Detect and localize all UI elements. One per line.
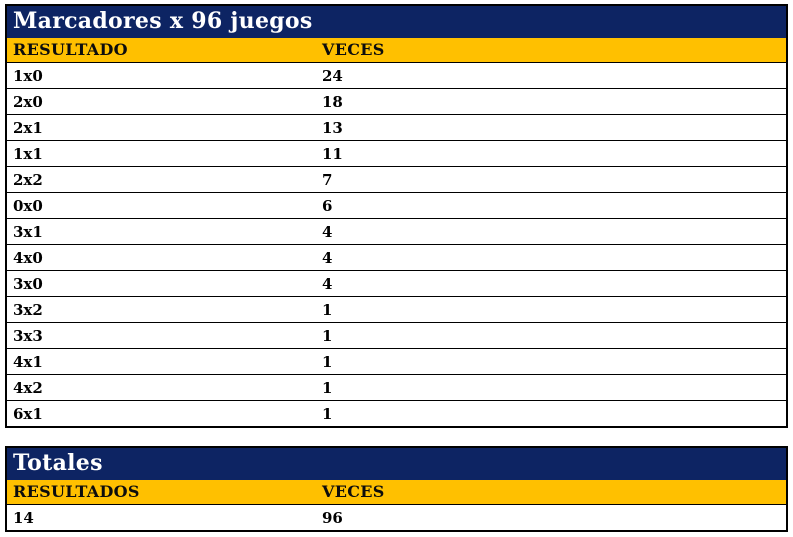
result-cell: 4x2 — [6, 374, 316, 401]
scores-col-header-veces: VECES — [316, 38, 787, 63]
count-cell: 1 — [316, 374, 787, 401]
count-cell: 11 — [316, 140, 787, 167]
table-row: 6x1 1 — [6, 400, 787, 427]
count-cell: 18 — [316, 88, 787, 115]
result-cell: 6x1 — [6, 400, 316, 427]
count-cell: 24 — [316, 62, 787, 89]
totals-games-count-cell: 96 — [316, 504, 787, 531]
result-cell: 4x0 — [6, 244, 316, 271]
scores-title-row: Marcadores x 96 juegos — [6, 5, 787, 38]
count-cell: 13 — [316, 114, 787, 141]
totals-table: Totales RESULTADOS VECES 14 96 — [5, 446, 788, 532]
result-cell: 3x1 — [6, 218, 316, 245]
table-row: 2x0 18 — [6, 88, 787, 115]
result-cell: 0x0 — [6, 192, 316, 219]
totals-table-title: Totales — [6, 447, 787, 480]
scores-header-row: RESULTADO VECES — [6, 38, 787, 63]
result-cell: 4x1 — [6, 348, 316, 375]
table-row: 3x0 4 — [6, 270, 787, 297]
table-row: 1x1 11 — [6, 140, 787, 167]
count-cell: 1 — [316, 322, 787, 349]
table-row: 4x1 1 — [6, 348, 787, 375]
count-cell: 7 — [316, 166, 787, 193]
count-cell: 4 — [316, 218, 787, 245]
result-cell: 1x1 — [6, 140, 316, 167]
result-cell: 1x0 — [6, 62, 316, 89]
count-cell: 1 — [316, 296, 787, 323]
result-cell: 2x2 — [6, 166, 316, 193]
totals-col-header-resultados: RESULTADOS — [6, 480, 316, 505]
count-cell: 1 — [316, 400, 787, 427]
table-row: 14 96 — [6, 504, 787, 531]
count-cell: 6 — [316, 192, 787, 219]
count-cell: 4 — [316, 270, 787, 297]
count-cell: 1 — [316, 348, 787, 375]
result-cell: 2x0 — [6, 88, 316, 115]
table-row: 0x0 6 — [6, 192, 787, 219]
table-row: 2x2 7 — [6, 166, 787, 193]
table-row: 3x3 1 — [6, 322, 787, 349]
scores-table: Marcadores x 96 juegos RESULTADO VECES 1… — [5, 4, 788, 428]
table-row: 3x2 1 — [6, 296, 787, 323]
count-cell: 4 — [316, 244, 787, 271]
result-cell: 3x0 — [6, 270, 316, 297]
result-cell: 3x2 — [6, 296, 316, 323]
scores-table-title: Marcadores x 96 juegos — [6, 5, 787, 38]
totals-results-count-cell: 14 — [6, 504, 316, 531]
totals-col-header-veces: VECES — [316, 480, 787, 505]
table-row: 1x0 24 — [6, 62, 787, 89]
result-cell: 3x3 — [6, 322, 316, 349]
table-row: 4x2 1 — [6, 374, 787, 401]
table-row: 2x1 13 — [6, 114, 787, 141]
totals-title-row: Totales — [6, 447, 787, 480]
table-row: 4x0 4 — [6, 244, 787, 271]
result-cell: 2x1 — [6, 114, 316, 141]
table-row: 3x1 4 — [6, 218, 787, 245]
totals-header-row: RESULTADOS VECES — [6, 480, 787, 505]
scores-col-header-resultado: RESULTADO — [6, 38, 316, 63]
